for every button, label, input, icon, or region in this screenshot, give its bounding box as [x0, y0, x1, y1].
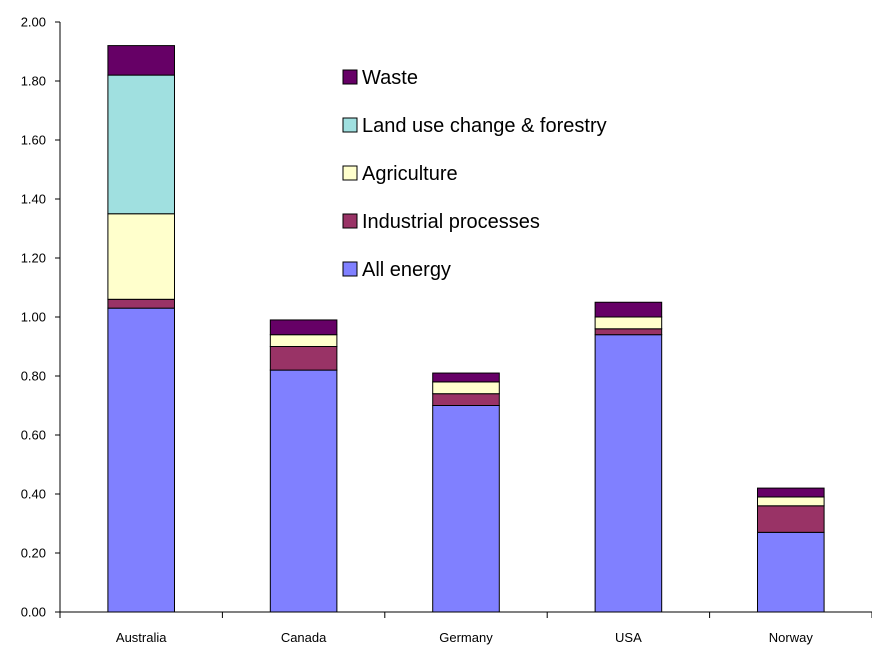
y-tick-label: 0.00 — [21, 605, 46, 620]
bar-segment-norway-all-energy — [757, 531, 825, 613]
x-ticks: Australia Canada Germany USA Norway — [59, 612, 872, 645]
x-tick-label-usa: USA — [615, 630, 642, 645]
legend-label: Waste — [362, 67, 418, 89]
legend-swatch — [342, 117, 358, 133]
bar-stack-germany — [432, 372, 500, 613]
y-tick-label: 0.20 — [21, 546, 46, 561]
y-tick-label: 0.40 — [21, 487, 46, 502]
bar-segment-canada-waste — [269, 319, 338, 336]
y-tick-label: 1.00 — [21, 310, 46, 325]
bar-stack-norway — [757, 487, 825, 613]
bar-segment-australia-waste — [107, 45, 175, 76]
legend-item-all-energy: All energy — [342, 259, 451, 281]
bar-segment-germany-waste — [432, 372, 500, 383]
bar-segment-germany-all-energy — [432, 405, 500, 613]
bar-segment-canada-all-energy — [269, 369, 338, 613]
bar-segment-usa-agriculture — [594, 316, 663, 330]
bar-stack-canada — [269, 319, 338, 613]
legend-item-industrial-processes: Industrial processes — [342, 211, 540, 233]
legend-swatch — [342, 261, 358, 277]
bar-segment-norway-waste — [757, 487, 825, 498]
y-tick-label: 2.00 — [21, 15, 46, 30]
x-tick-label-germany: Germany — [439, 630, 493, 645]
bars — [107, 45, 825, 613]
bar-segment-usa-all-energy — [594, 334, 663, 613]
y-tick-label: 0.60 — [21, 428, 46, 443]
y-tick-label: 1.60 — [21, 133, 46, 148]
bar-segment-australia-land-use-change-and-forestry — [107, 74, 175, 215]
bar-segment-canada-industrial-processes — [269, 346, 338, 371]
legend-label: All energy — [362, 259, 451, 281]
legend-item-waste: Waste — [342, 67, 418, 89]
legend-item-agriculture: Agriculture — [342, 163, 458, 185]
bar-segment-germany-agriculture — [432, 381, 500, 395]
y-tick-label: 1.40 — [21, 192, 46, 207]
x-tick-label-canada: Canada — [281, 630, 327, 645]
bar-segment-norway-industrial-processes — [757, 505, 825, 533]
bar-segment-australia-all-energy — [107, 307, 175, 613]
x-tick-label-australia: Australia — [116, 630, 167, 645]
bar-segment-canada-agriculture — [269, 334, 338, 348]
y-tick-label: 0.80 — [21, 369, 46, 384]
y-tick-label: 1.20 — [21, 251, 46, 266]
legend-label: Industrial processes — [362, 211, 540, 233]
bar-stack-usa — [594, 301, 663, 613]
bar-segment-australia-industrial-processes — [107, 298, 175, 309]
bar-segment-usa-industrial-processes — [594, 328, 663, 336]
y-tick-label: 1.80 — [21, 74, 46, 89]
bar-segment-usa-waste — [594, 301, 663, 318]
x-tick-label-norway: Norway — [769, 630, 814, 645]
bar-segment-norway-agriculture — [757, 496, 825, 507]
legend-label: Land use change & forestry — [362, 115, 607, 137]
bar-segment-germany-industrial-processes — [432, 393, 500, 407]
bar-segment-australia-agriculture — [107, 213, 175, 300]
legend-swatch — [342, 213, 358, 229]
legend: Waste Land use change & forestry Agricultu… — [342, 67, 607, 281]
bar-stack-australia — [107, 45, 175, 613]
y-ticks: 0.00 0.20 0.40 0.60 0.80 1.00 1.20 1.40 1.60 1.80… — [21, 15, 60, 620]
legend-label: Agriculture — [362, 163, 458, 185]
legend-swatch — [342, 165, 358, 181]
legend-item-land-use-change-and-forestry: Land use change & forestry — [342, 115, 607, 137]
legend-swatch — [342, 69, 358, 85]
